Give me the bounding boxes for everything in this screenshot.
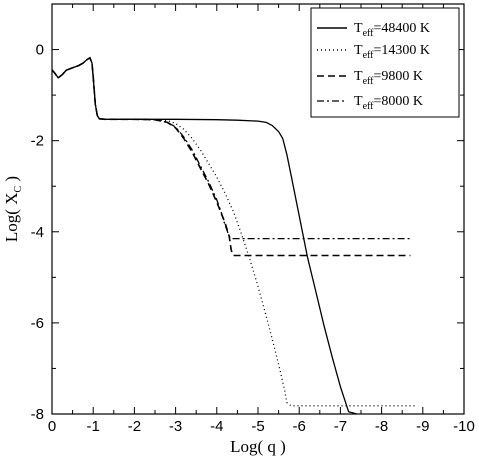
- y-axis-title-main: Log( X: [2, 193, 21, 243]
- x-tick-label: -3: [169, 418, 182, 435]
- legend-entry-2: Teff=14300 K: [354, 43, 430, 61]
- legend-entry-2-prefix: T: [354, 43, 363, 58]
- y-tick-label: 0: [36, 42, 44, 59]
- x-axis-title: Log( q ): [230, 437, 286, 456]
- series-line-4: [51, 56, 411, 240]
- x-tick-label: -5: [251, 418, 264, 435]
- legend-entry-3: Teff=9800 K: [354, 69, 423, 87]
- legend-entry-2-suffix: =14300 K: [373, 43, 430, 58]
- y-tick-label: -6: [31, 315, 44, 332]
- x-tick-label: -7: [334, 418, 347, 435]
- legend-entry-1: Teff=48400 K: [354, 21, 430, 39]
- x-tick-label: -10: [453, 418, 475, 435]
- legend-entry-2-sub: eff: [363, 50, 375, 61]
- legend-entry-4-suffix: =8000 K: [373, 94, 423, 109]
- legend-entry-4: Teff=8000 K: [354, 94, 423, 112]
- x-tick-label: -6: [293, 418, 306, 435]
- y-tick-label: -2: [31, 133, 44, 150]
- x-tick-label: -4: [210, 418, 223, 435]
- y-axis-title-sub: C: [13, 186, 24, 193]
- x-tick-label: -9: [416, 418, 429, 435]
- legend-entry-3-prefix: T: [354, 69, 363, 84]
- legend-entry-1-sub: eff: [363, 28, 375, 39]
- legend-entry-4-prefix: T: [354, 94, 363, 109]
- y-tick-label: -4: [31, 224, 44, 241]
- legend-entry-3-sub: eff: [363, 76, 375, 87]
- x-tick-label: -2: [128, 418, 141, 435]
- legend-box: [310, 7, 460, 118]
- series-layer: [51, 56, 415, 415]
- x-tick-label: -8: [375, 418, 388, 435]
- x-tick-label: 0: [48, 418, 56, 435]
- legend-entry-1-suffix: =48400 K: [373, 21, 430, 36]
- ticks-layer: 0 -1 -2 -3 -4 -5 -6 -7 -8 -9 -10 0 -2 -4 -6 -8: [31, 3, 475, 435]
- y-axis-title-tail: ): [2, 176, 21, 186]
- legend-entry-3-suffix: =9800 K: [373, 69, 423, 84]
- legend-entry-4-sub: eff: [363, 101, 375, 112]
- legend-entry-1-prefix: T: [354, 21, 363, 36]
- legend: Teff=48400 K Teff=14300 K Teff=9800 K Te…: [310, 7, 460, 118]
- y-tick-label: -8: [31, 406, 44, 423]
- y-axis-title: Log( XC ): [2, 176, 24, 242]
- x-tick-label: -1: [87, 418, 100, 435]
